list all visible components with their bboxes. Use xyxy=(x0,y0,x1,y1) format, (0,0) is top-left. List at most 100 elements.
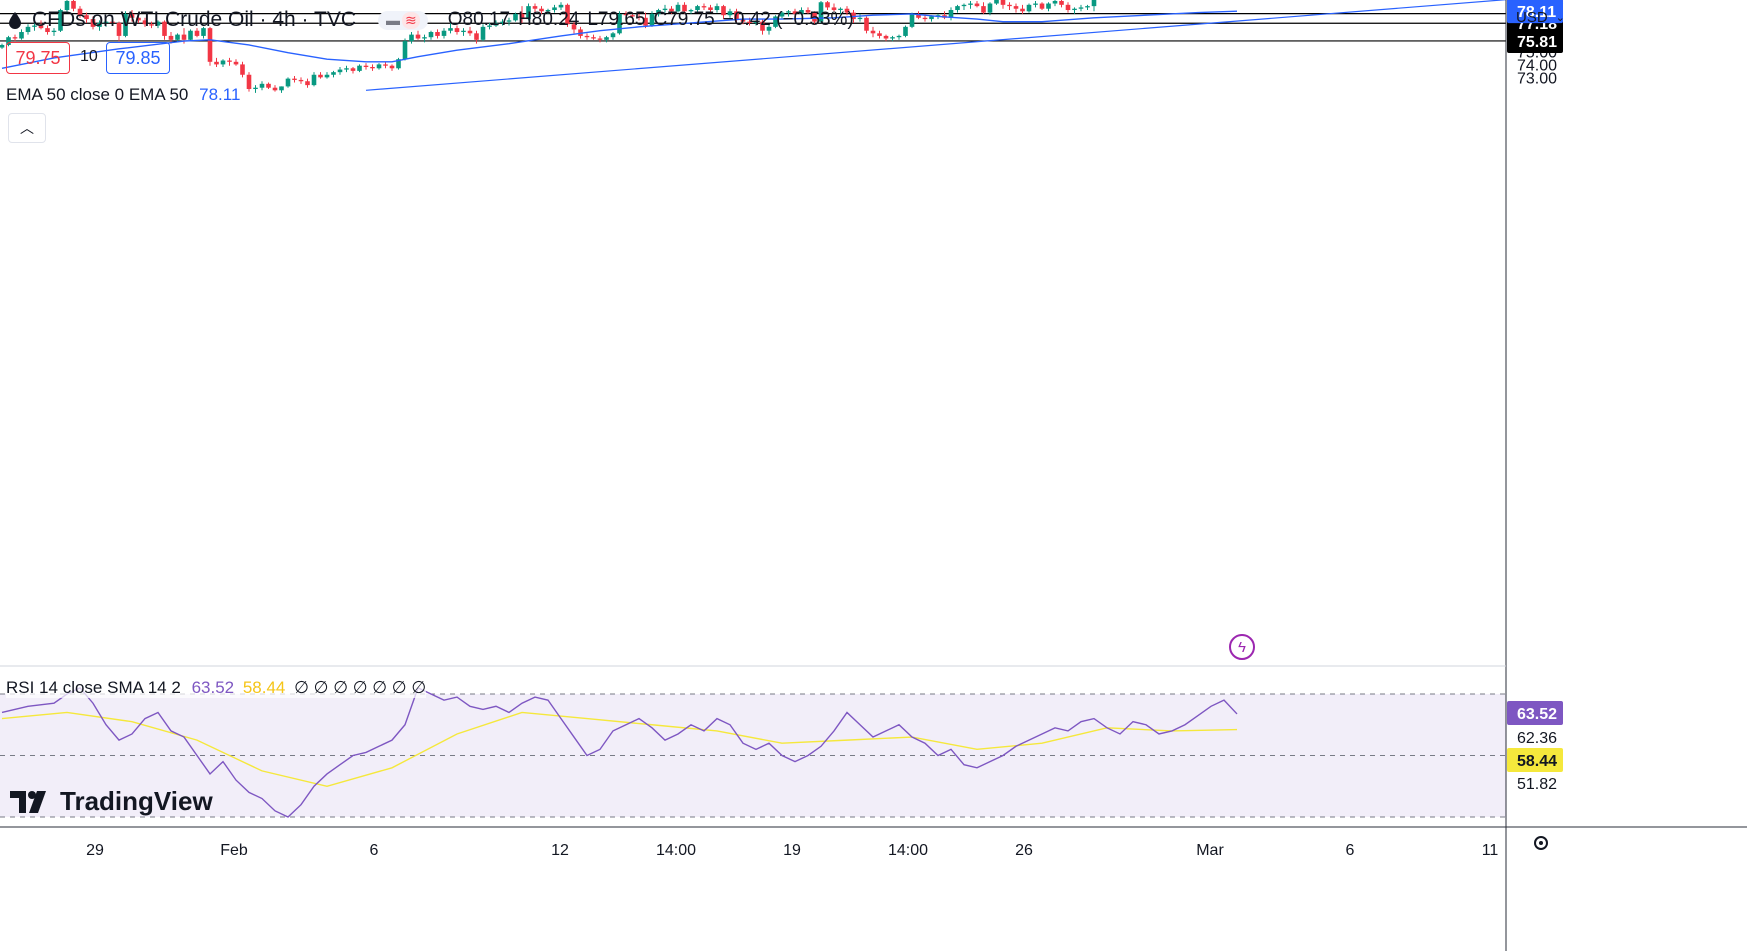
rsi-legend[interactable]: RSI 14 close SMA 14 2 63.52 58.44 ∅ ∅ ∅ … xyxy=(6,678,427,698)
candle xyxy=(136,15,141,23)
candle-body xyxy=(922,17,928,20)
candle-body xyxy=(350,68,356,71)
candle-body xyxy=(12,37,18,39)
symbol-title[interactable]: CFDs on WTI Crude Oil · 4h · TVC xyxy=(32,8,357,31)
candle-body xyxy=(526,6,531,20)
compare-toggle-button[interactable]: ▬ ≋ xyxy=(378,10,428,30)
candle xyxy=(675,2,681,13)
candle xyxy=(38,20,44,30)
candle xyxy=(669,6,674,14)
rsi-sma-value: 58.44 xyxy=(242,678,286,697)
candle-body xyxy=(669,8,674,12)
candle-body xyxy=(97,22,102,27)
candle xyxy=(844,6,850,16)
candle-body xyxy=(474,33,479,40)
candle xyxy=(298,77,304,84)
candle-body xyxy=(90,19,96,27)
settings-gear-icon[interactable] xyxy=(1530,832,1552,854)
symbol-header: CFDs on WTI Crude Oil · 4h · TVC ▬ ≋ O80… xyxy=(6,8,854,32)
horizontal-levels xyxy=(0,13,1506,42)
candle-body xyxy=(701,6,707,8)
candle xyxy=(662,4,668,13)
candle xyxy=(441,28,447,39)
sell-price-button[interactable]: 79.75 xyxy=(6,42,70,74)
candle-body xyxy=(532,6,538,9)
candle xyxy=(45,25,50,35)
ema-tag: 78.11 xyxy=(1517,4,1556,21)
candle xyxy=(565,3,570,27)
candle-body xyxy=(227,60,232,62)
ema-legend[interactable]: EMA 50 close 0 EMA 50 78.11 xyxy=(6,85,241,105)
candle xyxy=(974,0,980,8)
candle-body xyxy=(1078,7,1084,9)
candle xyxy=(545,8,551,14)
candle xyxy=(422,34,427,43)
logo-text: TradingView xyxy=(60,786,213,816)
candle xyxy=(961,3,967,11)
candle-body xyxy=(370,66,375,69)
candle xyxy=(331,70,336,78)
candle xyxy=(987,2,993,16)
candle xyxy=(883,34,889,42)
candle-body xyxy=(220,60,226,65)
candle xyxy=(84,12,89,23)
candle xyxy=(994,0,999,5)
candle xyxy=(636,13,642,21)
candle-body xyxy=(786,11,791,13)
candle-body xyxy=(1000,0,1006,5)
candle-body xyxy=(168,35,174,40)
candle-body xyxy=(298,79,304,82)
candle-body xyxy=(214,61,219,65)
rsi-label: RSI 14 close SMA 14 2 xyxy=(6,678,181,697)
candle-body xyxy=(565,4,570,25)
collapse-legend-button[interactable]: ︿ xyxy=(8,113,46,143)
candle-body xyxy=(643,17,648,26)
candle xyxy=(708,4,713,13)
candle xyxy=(519,6,525,23)
candle xyxy=(773,15,778,29)
tradingview-logo-icon xyxy=(10,790,46,813)
time-axis[interactable]: 29 Feb 6 12 14:00 19 14:00 26 Mar 6 11 xyxy=(86,842,1498,859)
candle-body xyxy=(305,81,310,86)
wave-icon: ≋ xyxy=(402,11,420,29)
candle-body xyxy=(896,35,902,38)
candle-body xyxy=(818,2,824,22)
candle-body xyxy=(981,6,986,13)
candle xyxy=(1000,0,1006,9)
ohlc-close: C79.75 xyxy=(653,9,715,30)
candle xyxy=(116,21,122,42)
candle-body xyxy=(487,25,492,27)
candle-body xyxy=(779,12,785,17)
candle-body xyxy=(812,12,817,22)
flash-event-icon[interactable]: ϟ xyxy=(1229,634,1255,660)
candle xyxy=(461,28,466,36)
tradingview-logo[interactable]: TradingView xyxy=(10,786,213,817)
candle xyxy=(142,17,148,27)
candle-body xyxy=(734,11,739,20)
buy-price-button[interactable]: 79.85 xyxy=(106,42,170,74)
ema50-line-layer xyxy=(1,10,1238,69)
candle-body xyxy=(675,4,681,12)
candle-body xyxy=(461,30,466,33)
price-tick-label: 74.00 xyxy=(1517,57,1557,74)
candle xyxy=(344,65,349,73)
candle xyxy=(58,8,63,33)
candle-body xyxy=(233,61,239,65)
candle-body xyxy=(84,15,89,20)
candle xyxy=(149,21,154,29)
ohlc-low: L79.65 xyxy=(587,9,646,30)
candle-body xyxy=(994,0,999,4)
time-tick-label: 14:00 xyxy=(888,842,928,859)
currency-selector[interactable]: USD ⌄ xyxy=(1516,9,1565,26)
candle-body xyxy=(58,10,63,31)
ema50-line xyxy=(1,10,1238,69)
time-tick-label: Mar xyxy=(1196,842,1224,859)
candle xyxy=(760,19,765,35)
trendline-layer[interactable] xyxy=(365,0,1507,91)
candle xyxy=(734,8,739,23)
candle-body xyxy=(805,10,811,13)
candle xyxy=(220,59,226,67)
candle-body xyxy=(890,37,895,39)
